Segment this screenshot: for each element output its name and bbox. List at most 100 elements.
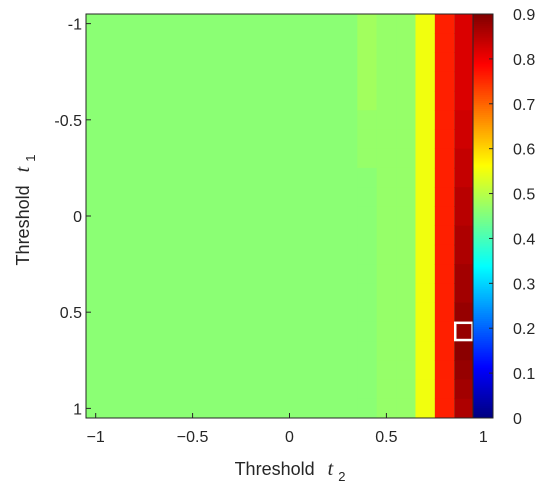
heatmap-cell [415,206,435,227]
colorbar-segment [473,22,493,25]
colorbar-segment [473,367,493,371]
colorbar-segment [473,405,493,409]
heatmap-cell [434,321,455,342]
colorbar-segment [473,407,493,411]
colorbar-segment [473,254,493,257]
colorbar-segment [473,314,493,318]
heatmap-cell [454,225,474,246]
colorbar-tick-label: 0.1 [513,366,535,383]
colorbar-segment [473,115,493,118]
heatmap-cell [415,264,435,284]
colorbar-tick-label: 0.7 [513,97,535,114]
colorbar-segment [473,72,493,76]
colorbar-segment [473,58,493,61]
colorbar-segment [473,317,493,320]
colorbar-segment [473,108,493,112]
colorbar-segment [473,397,493,401]
colorbar-segment [473,369,493,373]
colorbar-segment [473,306,493,310]
colorbar-segment [473,56,493,59]
heatmap-cell [454,187,474,207]
colorbar-segment [473,213,493,217]
colorbar [473,14,493,419]
colorbar-segment [473,302,493,306]
colorbar-segment [473,32,493,35]
colorbar-segment [473,18,493,21]
colorbar-segment [473,147,493,150]
colorbar-segment [473,201,493,205]
colorbar-segment [473,312,493,316]
colorbar-segment [473,169,493,173]
colorbar-segment [473,127,493,130]
colorbar-segment [473,220,493,223]
heatmap-cell [415,71,435,92]
x-axis-ticks: −1 −0.5 0 0.5 1 [87,413,488,446]
heatmap-cell [415,148,435,169]
colorbar-segment [473,88,493,92]
heatmap-cell [396,71,416,92]
heatmap-cell [434,90,455,111]
colorbar-segment [473,20,493,23]
colorbar-segment [473,216,493,219]
heatmap-cell [434,14,455,34]
colorbar-segment [473,238,493,241]
colorbar-segment [473,46,493,49]
colorbar-segment [473,42,493,45]
heatmap-cell [454,148,474,169]
colorbar-frame [472,13,494,419]
heatmap-cell [434,206,455,227]
colorbar-segment [473,211,493,215]
colorbar-segment [473,121,493,124]
heatmap-cell [454,244,474,265]
colorbar-segment [473,379,493,383]
colorbar-segment [473,266,493,270]
colorbar-segment [473,119,493,122]
colorbar-segment [473,151,493,154]
heatmap-cell [357,90,377,111]
colorbar-segment [473,278,493,282]
colorbar-segment [473,44,493,47]
colorbar-segment [473,252,493,255]
heatmap-cell [434,379,455,400]
heatmap-cell [396,90,416,111]
heatmap-cell [357,129,377,150]
y-axis-ticks: -1 -0.5 0 0.5 1 [54,17,91,418]
colorbar-segment [473,353,493,356]
heatmap-cell [434,341,455,361]
colorbar-segment [473,393,493,397]
colorbar-segment [473,381,493,385]
colorbar-segment [473,321,493,324]
colorbar-segment [473,327,493,330]
colorbar-segment [473,92,493,96]
heatmap-cell [396,33,416,53]
colorbar-segment [473,361,493,364]
heatmap-cell [376,33,397,53]
heatmap-cell [396,398,416,419]
heatmap-cell [376,14,397,34]
colorbar-segment [473,171,493,175]
heatmap-cell [454,321,474,342]
colorbar-segment [473,34,493,37]
colorbar-segment [473,230,493,233]
colorbar-segment [473,30,493,33]
colorbar-tick-label: 0.4 [513,231,535,248]
colorbar-segment [473,232,493,235]
colorbar-segment [473,371,493,375]
colorbar-segment [473,193,493,197]
colorbar-segment [473,110,493,114]
colorbar-segment [473,244,493,247]
colorbar-tick-label: 0.3 [513,276,535,293]
heatmap-cell [454,110,474,130]
heatmap-cell [454,341,474,361]
colorbar-segment [473,300,493,304]
colorbar-segment [473,333,493,336]
colorbar-segment [473,50,493,53]
heatmap-cell [415,225,435,246]
colorbar-segment [473,117,493,120]
colorbar-segment [473,298,493,302]
heatmap-cell [454,379,474,400]
colorbar-segment [473,276,493,280]
colorbar-segment [473,159,493,162]
heatmap-cell [376,187,397,207]
y-tick-label: 0 [73,209,82,226]
